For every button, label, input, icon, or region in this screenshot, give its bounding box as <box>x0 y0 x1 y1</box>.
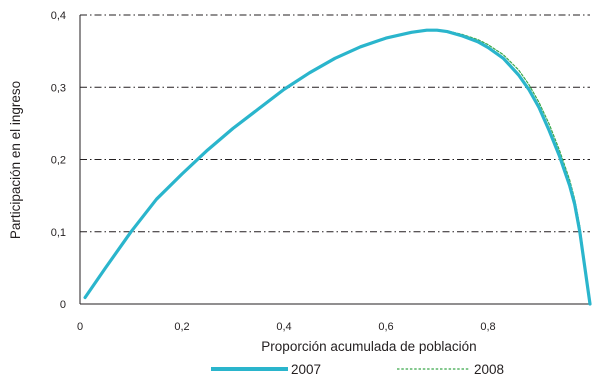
x-tick-label: 0,6 <box>378 321 393 333</box>
x-tick-label: 0 <box>77 321 83 333</box>
y-tick-label: 0,1 <box>51 227 66 239</box>
legend: 2007 2008 <box>211 362 504 377</box>
gridlines <box>80 14 590 233</box>
y-tick-label: 0 <box>60 299 66 311</box>
legend-label-2007: 2007 <box>291 362 321 377</box>
y-tick-label: 0,4 <box>51 10 66 22</box>
series-line-2007 <box>83 28 592 306</box>
legend-label-2008: 2008 <box>474 362 504 377</box>
axes <box>79 15 590 305</box>
x-tick-label: 0,8 <box>480 321 495 333</box>
x-tick-label: 0,4 <box>276 321 291 333</box>
y-tick-labels: 0 0,1 0,2 0,3 0,4 <box>51 10 66 311</box>
y-tick-label: 0,2 <box>51 155 66 167</box>
y-axis-title: Participación en el ingreso <box>8 81 23 239</box>
y-tick-label: 0,3 <box>51 82 66 94</box>
x-tick-label: 0,2 <box>174 321 189 333</box>
series-lines <box>83 28 592 306</box>
x-axis-title: Proporción acumulada de población <box>261 339 476 354</box>
x-tick-labels: 0 0,2 0,4 0,6 0,8 <box>77 321 496 333</box>
